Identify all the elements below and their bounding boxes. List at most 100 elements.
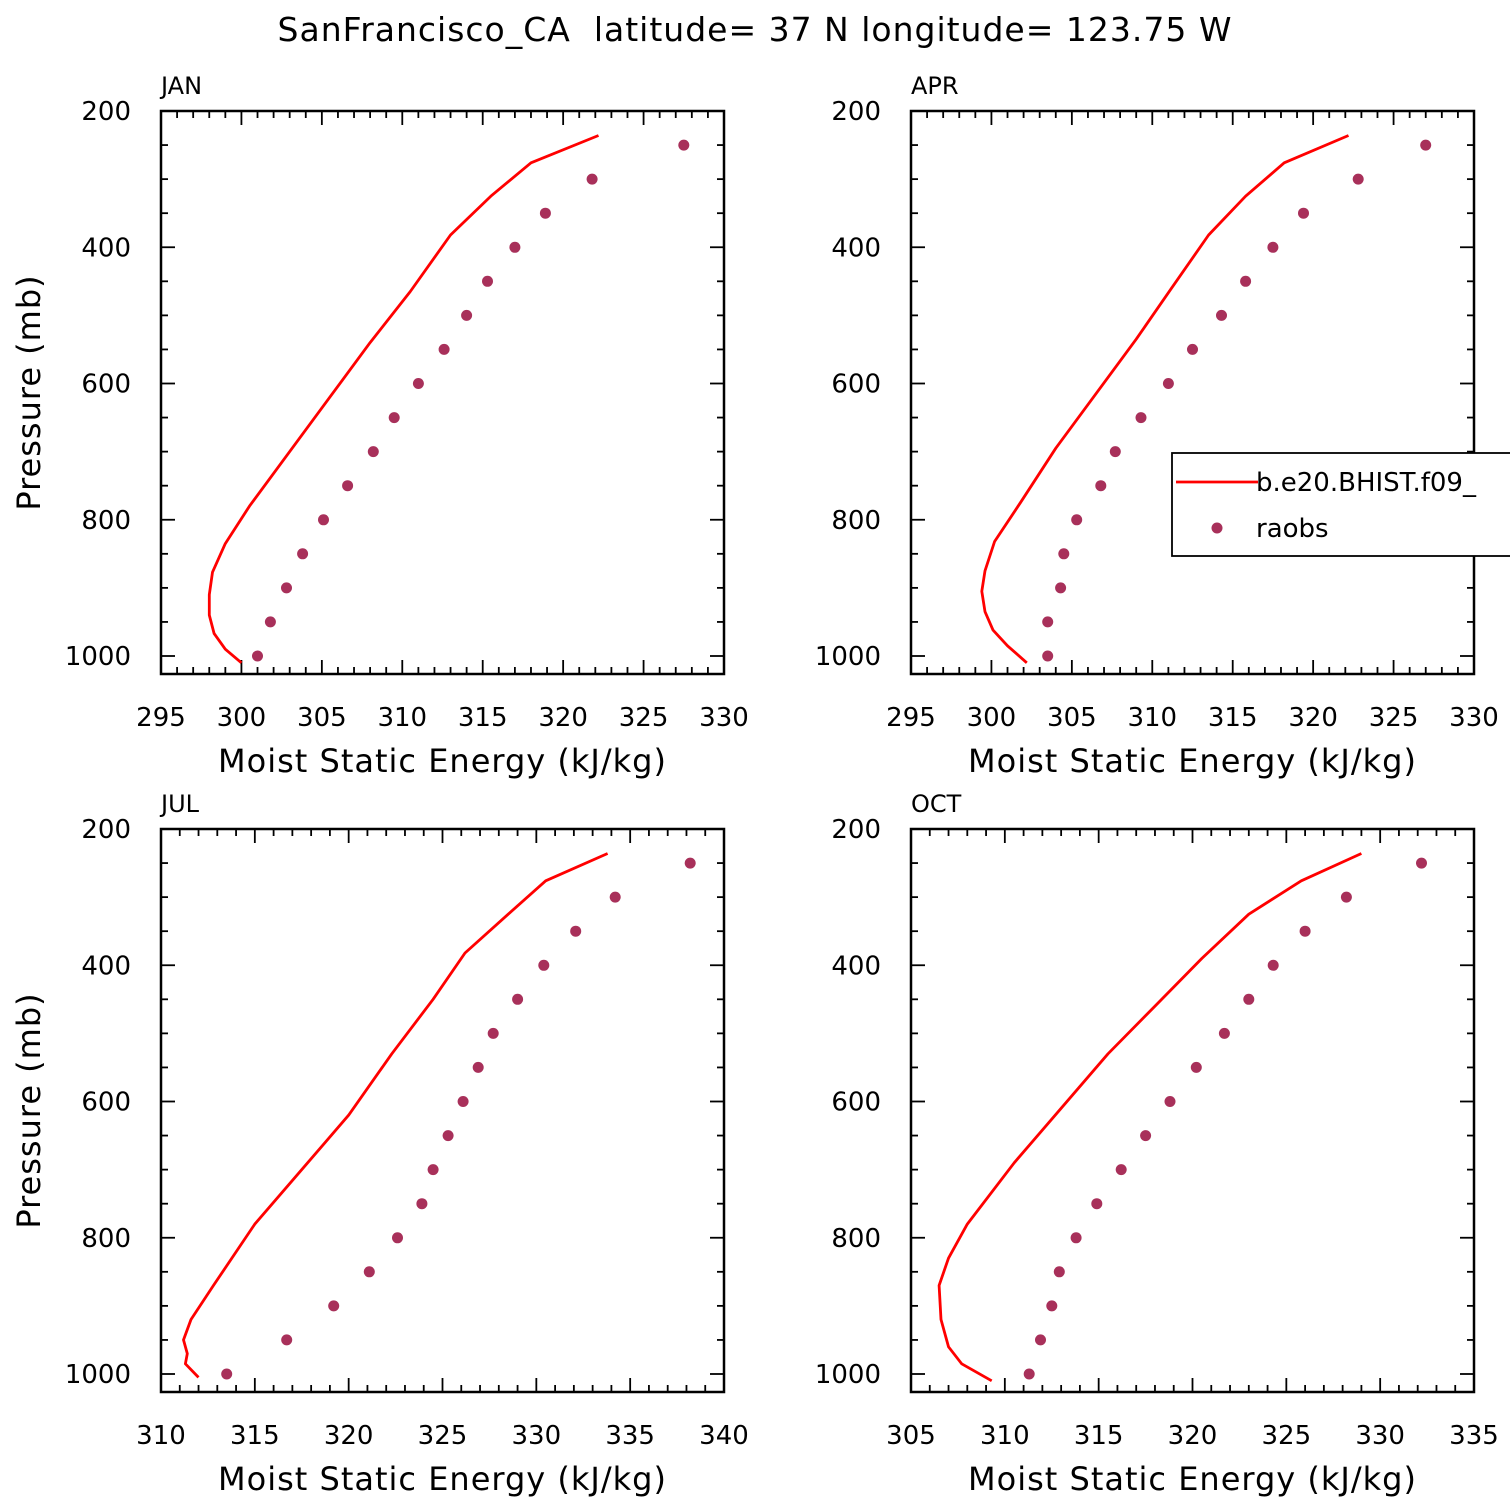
raobs-point — [1243, 993, 1255, 1005]
x-tick-label: 335 — [605, 1421, 655, 1451]
raobs-point — [1420, 139, 1432, 151]
raobs-point — [1135, 412, 1147, 424]
raobs-point — [1164, 1096, 1176, 1107]
y-axis-label: Pressure (mb) — [10, 274, 48, 510]
raobs-point — [281, 1334, 293, 1346]
x-tick-label: 325 — [619, 703, 669, 733]
raobs-point — [1240, 275, 1252, 287]
y-tick-label: 1000 — [65, 1360, 131, 1390]
raobs-point — [363, 1266, 375, 1278]
x-tick-label: 305 — [1047, 703, 1097, 733]
x-tick-label: 340 — [699, 1421, 749, 1451]
raobs-point — [457, 1096, 469, 1107]
raobs-point — [427, 1164, 439, 1176]
panel-jul: 310 315 320 325 330 335 340 200 400 600 800 1000 JUL… — [10, 790, 749, 1498]
raobs-point — [1298, 207, 1309, 219]
plot-frame — [159, 827, 726, 1394]
panel-oct: 305 310 315 320 325 330 335 200 400 600 800 1000 OCT… — [815, 790, 1499, 1498]
y-tick-label: 200 — [831, 815, 881, 845]
y-tick-label: 400 — [831, 233, 881, 263]
panel-label: JUL — [159, 790, 200, 818]
raobs-point — [482, 275, 493, 287]
raobs-point — [1095, 480, 1107, 492]
plot-frame — [909, 827, 1476, 1394]
raobs-point — [1053, 1266, 1065, 1278]
raobs-point — [1042, 616, 1054, 628]
raobs-point — [388, 412, 400, 424]
raobs-point — [1267, 241, 1279, 253]
x-tick-label: 325 — [1369, 703, 1419, 733]
raobs-point — [221, 1368, 233, 1380]
x-tick-label: 330 — [512, 1421, 562, 1451]
y-tick-label: 400 — [81, 951, 131, 981]
y-tick-label: 200 — [81, 97, 131, 127]
x-tick-label: 315 — [1208, 703, 1258, 733]
x-tick-label: 305 — [297, 703, 347, 733]
x-tick-label: 310 — [980, 1421, 1030, 1451]
raobs-point — [1042, 650, 1054, 662]
model-series-line — [937, 852, 1362, 1383]
raobs-point — [509, 241, 521, 253]
y-tick-label: 600 — [81, 1088, 131, 1118]
x-tick-label: 300 — [967, 703, 1017, 733]
x-tick-label: 315 — [458, 703, 508, 733]
raobs-point — [416, 1198, 428, 1210]
raobs-point — [1267, 959, 1279, 971]
x-axis-label: Moist Static Energy (kJ/kg) — [968, 742, 1417, 780]
x-tick-label: 305 — [886, 1421, 936, 1451]
plot-frame — [909, 109, 1476, 676]
raobs-point — [678, 139, 690, 151]
raobs-point — [472, 1061, 484, 1073]
x-tick-label: 300 — [217, 703, 267, 733]
model-series-line — [980, 134, 1350, 664]
raobs-point — [1115, 1164, 1127, 1176]
raobs-point — [342, 480, 354, 492]
raobs-point — [1109, 446, 1121, 458]
raobs-point — [1055, 582, 1067, 594]
raobs-point — [438, 343, 450, 355]
raobs-point — [297, 548, 309, 560]
raobs-point — [1218, 1027, 1230, 1039]
legend-box — [1171, 452, 1510, 557]
raobs-point — [412, 378, 424, 389]
x-tick-label: 335 — [1449, 1421, 1499, 1451]
x-tick-label: 310 — [1127, 703, 1177, 733]
y-tick-label: 1000 — [65, 642, 131, 672]
plot-frame — [159, 109, 726, 676]
y-tick-label: 1000 — [815, 1360, 881, 1390]
raobs-point — [264, 616, 276, 628]
x-tick-label: 320 — [324, 1421, 374, 1451]
x-tick-label: 295 — [136, 703, 186, 733]
y-tick-label: 400 — [81, 233, 131, 263]
x-tick-label: 310 — [136, 1421, 186, 1451]
y-tick-label: 200 — [81, 815, 131, 845]
y-tick-label: 200 — [831, 97, 881, 127]
y-tick-label: 600 — [831, 1088, 881, 1118]
raobs-point — [1091, 1198, 1103, 1210]
legend-label-model: b.e20.BHIST.f09_ — [1256, 468, 1477, 498]
x-axis-label: Moist Static Energy (kJ/kg) — [218, 1460, 667, 1498]
x-tick-label: 330 — [1449, 703, 1499, 733]
x-axis-label: Moist Static Energy (kJ/kg) — [218, 742, 667, 780]
y-tick-label: 400 — [831, 951, 881, 981]
raobs-point — [570, 925, 582, 937]
raobs-point — [1416, 857, 1427, 869]
panel-label: APR — [911, 72, 959, 100]
raobs-point — [1190, 1061, 1202, 1073]
panel-label: OCT — [911, 790, 962, 818]
raobs-point — [318, 514, 329, 526]
x-tick-label: 295 — [886, 703, 936, 733]
raobs-point — [586, 173, 598, 185]
raobs-point — [442, 1130, 454, 1142]
x-axis-label: Moist Static Energy (kJ/kg) — [968, 1460, 1417, 1498]
raobs-point — [328, 1300, 340, 1312]
raobs-point — [461, 309, 473, 321]
raobs-point — [538, 959, 550, 971]
raobs-point — [1187, 343, 1198, 355]
y-tick-label: 800 — [831, 1224, 881, 1254]
x-tick-label: 315 — [1074, 1421, 1124, 1451]
x-tick-label: 310 — [377, 703, 427, 733]
model-series-line — [207, 134, 600, 664]
x-tick-label: 325 — [1262, 1421, 1312, 1451]
raobs-point — [609, 891, 621, 903]
